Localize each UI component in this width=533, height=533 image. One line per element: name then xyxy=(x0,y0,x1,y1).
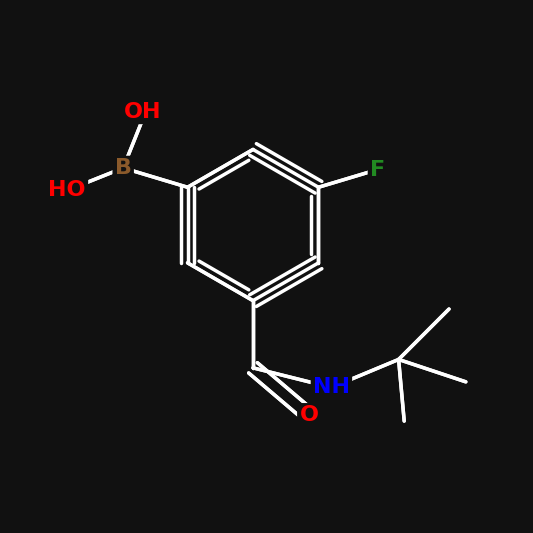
Text: OH: OH xyxy=(124,102,161,122)
Text: NH: NH xyxy=(313,377,350,398)
Text: F: F xyxy=(370,159,385,180)
Text: HO: HO xyxy=(49,180,86,200)
Text: B: B xyxy=(115,158,132,178)
Text: O: O xyxy=(300,406,319,425)
Text: O: O xyxy=(300,406,319,425)
